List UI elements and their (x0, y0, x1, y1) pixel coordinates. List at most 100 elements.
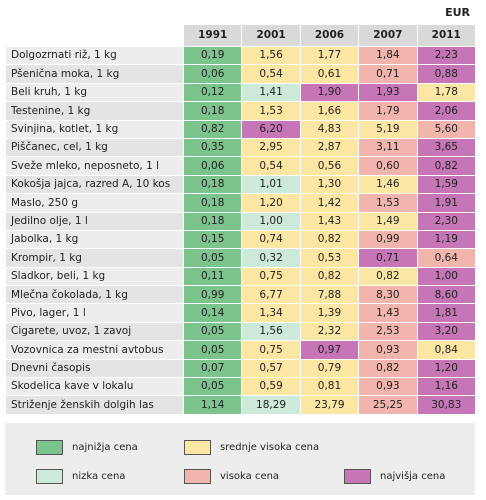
price-cell: 0,88 (416, 64, 476, 84)
price-cell: 0,84 (416, 340, 476, 360)
price-cell: 0,14 (182, 303, 243, 323)
price-cell: 0,93 (358, 340, 418, 360)
price-cell: 0,74 (241, 229, 301, 250)
price-cell: 1,59 (416, 174, 476, 195)
price-cell: 0,71 (358, 248, 418, 268)
price-cell: 1,39 (299, 303, 360, 323)
table-row: Svinjina, kotlet, 1 kg 0,82 6,20 4,83 5,19 5,… (5, 119, 476, 139)
row-label: Mlečna čokolada, 1 kg (5, 285, 184, 305)
price-cell: 0,18 (182, 174, 243, 195)
price-cell: 1,01 (241, 174, 301, 195)
price-cell: 8,30 (358, 285, 418, 305)
price-cell: 0,05 (182, 377, 243, 397)
table-row: Jedilno olje, 1 l 0,18 1,00 1,43 1,49 2,30 (5, 211, 476, 231)
table-row: Kokošja jajca, razred A, 10 kos 0,18 1,01 1… (5, 174, 476, 195)
price-cell: 1,78 (416, 82, 476, 103)
column-header: 1991 (182, 24, 243, 47)
table-row: Piščanec, cel, 1 kg 0,35 2,95 2,87 3,11 3,65 (5, 137, 476, 158)
price-cell: 0,15 (182, 229, 243, 250)
legend-item: visoka cena (184, 469, 279, 484)
price-cell: 8,60 (416, 285, 476, 305)
price-cell: 1,53 (241, 101, 301, 121)
legend-item: srednje visoka cena (184, 440, 319, 455)
column-header: 2006 (299, 24, 360, 47)
price-cell: 25,25 (358, 395, 418, 415)
price-cell: 0,82 (299, 266, 360, 287)
unit-label: EUR (445, 6, 470, 19)
price-cell: 1,20 (416, 358, 476, 379)
price-cell: 6,77 (241, 285, 301, 305)
row-label: Krompir, 1 kg (5, 248, 184, 268)
price-cell: 3,11 (358, 137, 418, 158)
price-cell: 1,41 (241, 82, 301, 103)
price-cell: 0,06 (182, 156, 243, 176)
price-cell: 1,93 (358, 82, 418, 103)
price-cell: 2,30 (416, 211, 476, 231)
legend-label: srednje visoka cena (220, 442, 320, 453)
column-header: 2007 (358, 24, 418, 47)
price-cell: 2,95 (241, 137, 301, 158)
row-label: Sladkor, beli, 1 kg (5, 266, 184, 287)
legend: najnižja cena nizka cena srednje visoka ce… (5, 423, 475, 495)
price-cell: 1,00 (241, 211, 301, 231)
price-cell: 1,20 (241, 193, 301, 213)
price-cell: 0,56 (299, 156, 360, 176)
price-cell: 2,87 (299, 137, 360, 158)
price-cell: 0,59 (241, 377, 301, 397)
price-cell: 0,82 (182, 119, 243, 139)
price-cell: 0,97 (299, 340, 360, 360)
price-cell: 1,43 (358, 303, 418, 323)
legend-item: najnižja cena (36, 440, 138, 455)
price-cell: 1,19 (416, 229, 476, 250)
row-label: Pšenična moka, 1 kg (5, 64, 184, 84)
table-row: Jabolka, 1 kg 0,15 0,74 0,82 0,99 1,19 (5, 229, 476, 250)
price-cell: 0,32 (241, 248, 301, 268)
price-cell: 1,79 (358, 101, 418, 121)
price-cell: 0,06 (182, 64, 243, 84)
legend-item: nizka cena (36, 469, 125, 484)
price-table: 1991 2001 2006 2007 2011 Dolgozrnati riž, 1 … (5, 24, 476, 415)
price-cell: 1,43 (299, 211, 360, 231)
table-row: Mlečna čokolada, 1 kg 0,99 6,77 7,88 8,30 8,6… (5, 285, 476, 305)
table-row: Testenine, 1 kg 0,18 1,53 1,66 1,79 2,06 (5, 101, 476, 121)
price-cell: 0,54 (241, 156, 301, 176)
table-row: Cigarete, uvoz, 1 zavoj 0,05 1,56 2,32 2,53 3… (5, 321, 476, 342)
column-header: 2011 (416, 24, 476, 47)
price-cell: 1,66 (299, 101, 360, 121)
price-cell: 0,79 (299, 358, 360, 379)
price-cell: 0,18 (182, 193, 243, 213)
price-cell: 1,49 (358, 211, 418, 231)
legend-swatch (184, 469, 211, 484)
row-label: Striženje ženskih dolgih las (5, 395, 184, 415)
header-row: 1991 2001 2006 2007 2011 (5, 24, 476, 47)
price-cell: 0,82 (416, 156, 476, 176)
price-cell: 0,05 (182, 340, 243, 360)
row-label: Skodelica kave v lokalu (5, 377, 184, 397)
price-cell: 0,93 (358, 377, 418, 397)
price-cell: 2,53 (358, 321, 418, 342)
price-cell: 0,05 (182, 248, 243, 268)
row-label: Kokošja jajca, razred A, 10 kos (5, 174, 184, 195)
legend-label: nizka cena (72, 471, 126, 482)
price-cell: 3,20 (416, 321, 476, 342)
price-cell: 1,16 (416, 377, 476, 397)
table-row: Pšenična moka, 1 kg 0,06 0,54 0,61 0,71 0,88 (5, 64, 476, 84)
price-cell: 0,81 (299, 377, 360, 397)
row-label: Dnevni časopis (5, 358, 184, 379)
price-cell: 0,12 (182, 82, 243, 103)
price-cell: 0,75 (241, 340, 301, 360)
row-label: Maslo, 250 g (5, 193, 184, 213)
price-cell: 5,19 (358, 119, 418, 139)
price-cell: 1,53 (358, 193, 418, 213)
table-body: Dolgozrnati riž, 1 kg 0,19 1,56 1,77 1,84 2,2… (5, 45, 476, 415)
price-cell: 0,82 (358, 266, 418, 287)
price-cell: 3,65 (416, 137, 476, 158)
price-cell: 1,91 (416, 193, 476, 213)
price-cell: 1,46 (358, 174, 418, 195)
row-label: Piščanec, cel, 1 kg (5, 137, 184, 158)
row-label: Pivo, lager, 1 l (5, 303, 184, 323)
price-cell: 0,19 (182, 45, 243, 66)
price-cell: 0,99 (182, 285, 243, 305)
row-label: Svinjina, kotlet, 1 kg (5, 119, 184, 139)
price-cell: 0,05 (182, 321, 243, 342)
